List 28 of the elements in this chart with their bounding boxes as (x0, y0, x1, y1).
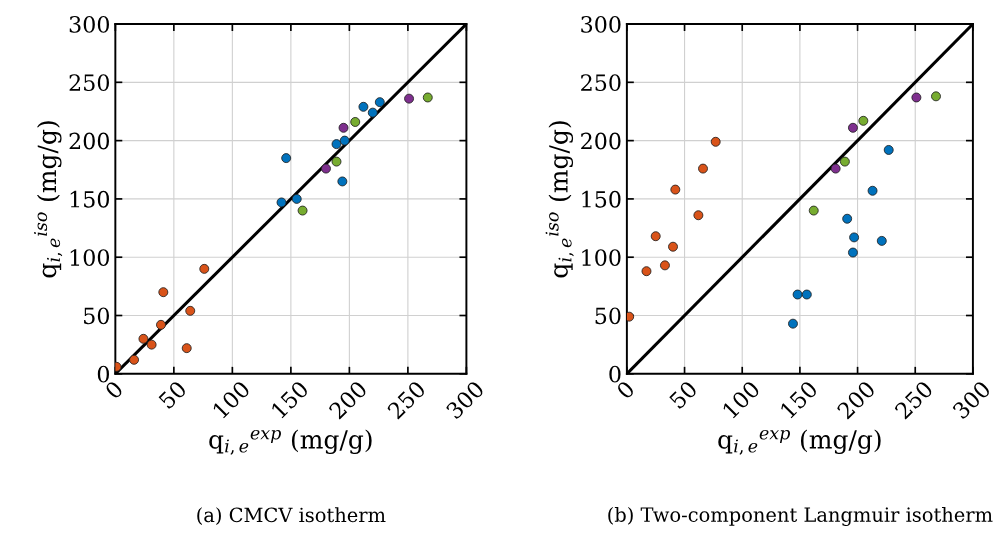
x-tick-label: 300 (951, 379, 992, 420)
y-tick-label: 300 (69, 15, 110, 33)
y-tick-label: 300 (581, 15, 621, 33)
y-tick-label: 0 (97, 365, 110, 383)
y-tick-label: 100 (70, 249, 110, 266)
y-tick-label: 250 (69, 74, 110, 92)
y-tick-label: 50 (595, 307, 621, 325)
y-tick-label: 50 (84, 307, 110, 325)
x-axis-title: q$_{i,e}$$^{exp}$ (mg/g) (209, 429, 372, 455)
x-axis-title: q$_{i,e}$$^{exp}$ (mg/g) (718, 429, 881, 455)
y-tick-label: 150 (582, 190, 621, 208)
y-tick-label: 200 (69, 132, 110, 150)
x-tick-label: 50 (668, 379, 699, 410)
y-tick-label: 200 (581, 132, 621, 150)
x-tick-label: 150 (779, 379, 819, 419)
y-tick-label: 0 (609, 365, 621, 383)
x-tick-label: 100 (211, 379, 251, 419)
x-tick-label: 50 (157, 379, 188, 410)
y-tick-label: 250 (581, 74, 621, 92)
x-tick-label: 150 (270, 379, 310, 419)
y-axis-title: q$_{i,e}$$^{iso}$ (mg/g) (545, 121, 574, 278)
text: (b) Two-component Langmuir isotherm (608, 506, 993, 526)
y-tick-label: 150 (70, 190, 110, 208)
x-tick-label: 100 (721, 379, 761, 419)
text: (a) CMCV isotherm (197, 507, 386, 525)
y-tick-label: 100 (582, 249, 621, 266)
x-tick-label: 300 (445, 379, 485, 420)
y-axis-title: q$_{i,e}$$^{iso}$ (mg/g) (34, 121, 63, 278)
